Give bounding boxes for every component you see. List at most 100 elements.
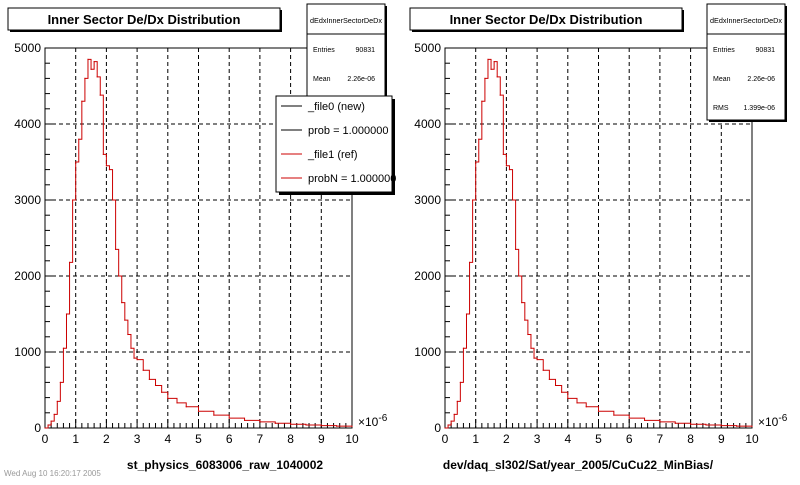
x-tick-label: 2 (103, 432, 110, 446)
data-point (499, 94, 501, 96)
data-point (515, 248, 517, 250)
stats-label: RMS (713, 105, 729, 112)
exponent-base: ×10 (358, 415, 379, 429)
data-point (228, 417, 230, 419)
stats-name: dEdxInnerSectorDeDx (310, 18, 383, 25)
data-point (518, 275, 520, 277)
data-point (167, 397, 169, 399)
data-point (453, 413, 455, 415)
y-tick-label: 4000 (414, 117, 441, 131)
data-point (243, 419, 246, 421)
data-point (502, 153, 504, 155)
data-point (68, 261, 71, 263)
data-point (111, 199, 114, 201)
data-point (305, 424, 307, 426)
x-tick-label: 7 (257, 432, 264, 446)
data-point (524, 319, 526, 321)
title-box (409, 7, 683, 31)
data-point (554, 384, 557, 387)
data-point (72, 199, 74, 201)
data-point (450, 420, 452, 422)
data-point (274, 422, 276, 424)
data-point (44, 427, 46, 429)
data-point (127, 333, 129, 336)
data-point (121, 302, 123, 304)
data-point (259, 421, 261, 423)
data-point (118, 275, 120, 277)
data-point (462, 347, 465, 349)
y-tick-label: 2000 (414, 269, 441, 283)
stats-label: Entries (313, 47, 335, 54)
footer-timestamp: Wed Aug 10 16:20:17 2005 (4, 469, 101, 478)
y-tick-label: 1000 (414, 345, 441, 359)
x-tick-label: 8 (687, 432, 694, 446)
data-point (87, 58, 89, 61)
x-tick-label: 8 (287, 432, 294, 446)
data-point (628, 417, 630, 419)
x-axis-label: st_physics_6083006_raw_1040002 (127, 458, 323, 472)
data-point (576, 402, 578, 404)
data-point (56, 400, 58, 402)
data-point (197, 410, 200, 412)
data-point (536, 359, 538, 361)
data-point (124, 319, 126, 321)
x-tick-label: 6 (226, 432, 233, 446)
data-point (78, 138, 80, 140)
data-point (496, 76, 498, 78)
data-point (99, 94, 101, 96)
data-point (136, 359, 138, 361)
y-tick-label: 3000 (414, 193, 441, 207)
x-tick-label: 0 (442, 432, 449, 446)
data-point (533, 357, 535, 359)
data-point (487, 58, 489, 61)
exponent-power: -6 (778, 413, 787, 424)
x-tick-label: 4 (164, 432, 171, 446)
data-point (475, 161, 477, 163)
y-tick-label: 2000 (14, 269, 41, 283)
data-point (511, 199, 514, 201)
legend-label: _file0 (new) (307, 101, 365, 113)
data-point (59, 381, 61, 383)
data-point (705, 424, 707, 426)
x-tick-label: 6 (626, 432, 633, 446)
data-point (62, 347, 65, 349)
data-point (585, 406, 587, 408)
data-point (508, 169, 511, 171)
x-tick-label: 1 (472, 432, 479, 446)
data-point (115, 248, 117, 250)
data-point (751, 425, 753, 428)
chart-title: Inner Sector De/Dx Distribution (450, 12, 643, 27)
data-point (521, 302, 523, 304)
legend-label: prob = 1.000000 (308, 125, 388, 137)
stats-label: Entries (713, 47, 735, 54)
x-tick-label: 9 (718, 432, 725, 446)
data-point (96, 76, 98, 78)
data-point (90, 68, 92, 70)
exponent-power: -6 (378, 413, 387, 424)
data-point (659, 421, 661, 423)
data-point (93, 61, 95, 63)
data-point (527, 333, 529, 336)
data-point (176, 402, 178, 404)
data-point (613, 414, 615, 416)
chart-panel-2: 0 1 2 3 4 5 6 7 8 9 10 0 1000 2000 3000 4000 5000 ×10-6 de… (409, 3, 788, 472)
data-point (213, 414, 215, 416)
data-point (736, 425, 738, 427)
y-tick-label: 0 (34, 421, 41, 435)
data-point (459, 381, 461, 383)
data-point (505, 165, 507, 167)
data-point (542, 369, 544, 371)
data-point (84, 77, 86, 79)
stats-value: 90831 (356, 47, 376, 54)
data-point (530, 347, 532, 349)
data-point (148, 378, 150, 380)
y-tick-label: 4000 (14, 117, 41, 131)
y-tick-label: 1000 (14, 345, 41, 359)
data-point (336, 425, 338, 427)
data-point (53, 413, 55, 415)
data-point (456, 400, 458, 402)
data-point (108, 169, 111, 171)
data-point (690, 423, 692, 425)
data-point (81, 100, 83, 102)
